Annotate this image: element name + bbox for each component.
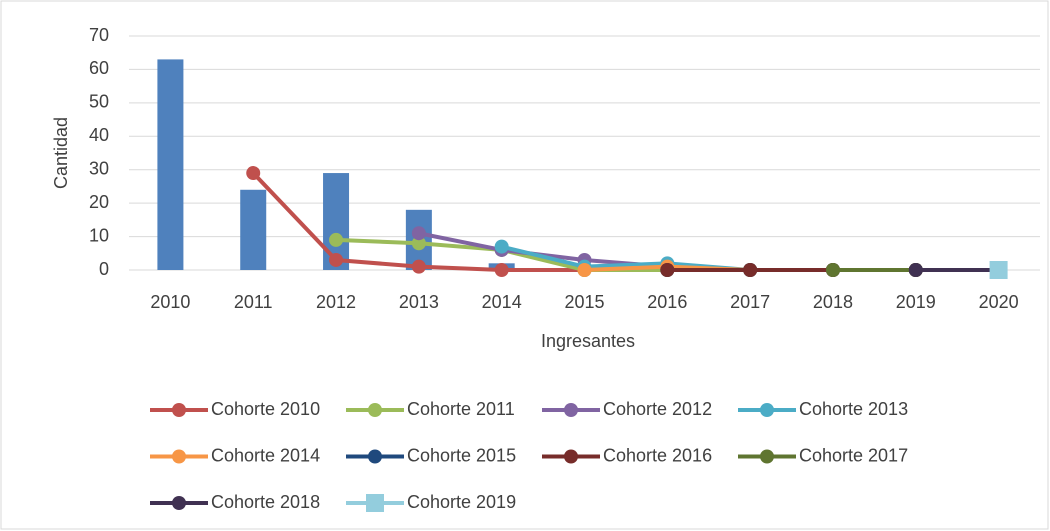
point (329, 232, 344, 247)
point (660, 263, 675, 277)
x-tick-label: 2019 (896, 292, 936, 312)
x-tick-label: 2017 (730, 292, 770, 312)
x-tick-label: 2013 (399, 292, 439, 312)
legend-marker (368, 403, 382, 417)
x-tick-label: 2015 (564, 292, 604, 312)
legend-label: Cohorte 2010 (211, 399, 320, 419)
x-tick-label: 2020 (979, 292, 1019, 312)
y-tick-label: 70 (89, 25, 109, 45)
legend-label: Cohorte 2015 (407, 445, 516, 465)
y-tick-label: 30 (89, 158, 109, 178)
legend-marker (172, 496, 186, 510)
y-tick-label: 10 (89, 225, 109, 245)
legend-marker (760, 403, 774, 417)
legend-label: Cohorte 2012 (603, 399, 712, 419)
x-tick-label: 2018 (813, 292, 853, 312)
y-tick-label: 0 (99, 259, 109, 279)
point (411, 259, 426, 274)
y-tick-label: 20 (89, 192, 109, 212)
point (577, 263, 592, 277)
y-tick-label: 40 (89, 125, 109, 145)
point (246, 166, 261, 181)
point (494, 239, 509, 254)
legend-marker (172, 449, 186, 464)
legend-label: Cohorte 2018 (211, 492, 320, 512)
legend-label: Cohorte 2014 (211, 445, 320, 465)
bar (157, 59, 184, 271)
point (989, 261, 1008, 279)
x-tick-label: 2016 (647, 292, 687, 312)
point (411, 236, 426, 251)
x-axis-label: Ingresantes (541, 331, 635, 351)
y-axis-label: Cantidad (51, 117, 71, 189)
legend-marker (564, 403, 578, 417)
legend-label: Cohorte 2017 (799, 445, 908, 465)
point (908, 263, 923, 277)
x-tick-label: 2014 (482, 292, 522, 312)
legend-label: Cohorte 2011 (407, 399, 515, 419)
legend-marker (760, 449, 774, 464)
x-tick-label: 2011 (234, 292, 273, 312)
legend-marker (366, 494, 384, 512)
legend-label: Cohorte 2016 (603, 445, 712, 465)
legend-label: Cohorte 2019 (407, 492, 516, 512)
legend-label: Cohorte 2013 (799, 399, 908, 419)
point (743, 263, 758, 277)
point (411, 226, 426, 241)
legend-marker (172, 403, 186, 417)
x-tick-label: 2012 (316, 292, 356, 312)
point (494, 263, 509, 277)
y-tick-label: 60 (89, 58, 109, 78)
x-tick-label: 2010 (150, 292, 190, 312)
legend-marker (368, 449, 382, 464)
bar (240, 189, 267, 270)
y-tick-label: 50 (89, 92, 109, 112)
point (329, 252, 344, 267)
point (825, 263, 840, 277)
legend-marker (564, 449, 578, 464)
